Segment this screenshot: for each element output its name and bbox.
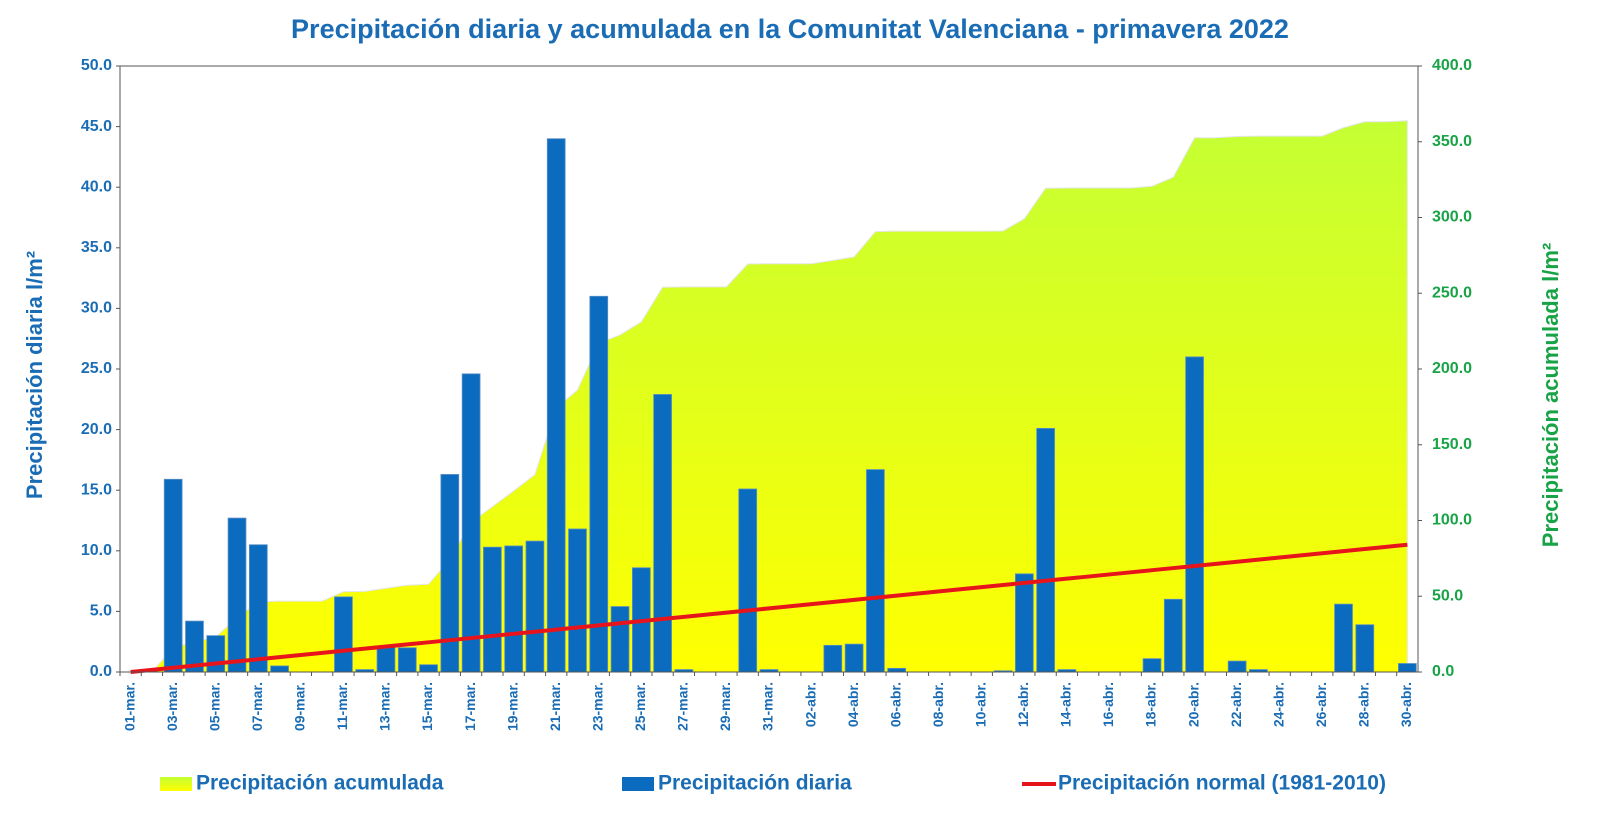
bar [1227,660,1247,673]
y-tick-label: 25.0 [81,360,112,377]
x-tick-label: 19-mar. [504,682,520,731]
y2-tick-label: 150.0 [1432,436,1472,453]
x-tick-label: 31-mar. [760,682,776,731]
legend-swatch [160,777,192,791]
x-tick-label: 13-mar. [377,682,393,731]
bar [610,606,630,673]
x-tick-label: 28-abr. [1356,682,1372,727]
x-tick-label: 14-abr. [1058,682,1074,727]
y2-tick-label: 0.0 [1432,663,1454,680]
y-tick-label: 15.0 [81,481,112,498]
y-tick-label: 35.0 [81,239,112,256]
y2-axis-title: Precipitación acumulada l/m² [1538,243,1563,547]
bar [589,295,609,673]
y2-tick-label: 100.0 [1432,512,1472,529]
x-tick-label: 21-mar. [547,682,563,731]
y2-tick-label: 50.0 [1432,587,1463,604]
x-tick-label: 22-abr. [1228,682,1244,727]
bar [653,394,672,673]
x-tick-label: 24-abr. [1270,682,1286,727]
x-tick-label: 29-mar. [717,682,733,731]
y-tick-label: 10.0 [81,542,112,559]
bar [546,138,566,673]
x-tick-label: 17-mar. [462,682,478,731]
x-tick-label: 01-mar. [121,682,137,731]
bar [334,596,353,673]
bar [397,647,417,673]
bar [887,667,907,673]
bar [1355,624,1375,673]
bar [525,540,545,673]
y-tick-label: 50.0 [81,57,112,74]
bar [738,488,758,673]
x-tick-label: 30-abr. [1398,682,1414,727]
x-tick-label: 08-abr. [930,682,946,727]
plot-area [130,120,1417,674]
bar [844,643,864,673]
x-tick-label: 26-abr. [1313,682,1329,727]
x-tick-label: 18-abr. [1143,682,1159,727]
y2-tick-label: 250.0 [1432,284,1472,301]
bar [568,528,587,673]
y-tick-label: 0.0 [90,663,112,680]
y2-tick-label: 400.0 [1432,57,1472,74]
bar [376,646,396,673]
bar [419,664,438,673]
x-tick-label: 23-mar. [589,682,605,731]
y-axis-title: Precipitación diaria l/m² [22,251,47,499]
x-tick-label: 25-mar. [632,682,648,731]
chart-title: Precipitación diaria y acumulada en la C… [291,14,1289,44]
legend-label: Precipitación acumulada [196,772,444,795]
y2-tick-label: 200.0 [1432,360,1472,377]
legend-label: Precipitación normal (1981-2010) [1058,772,1386,795]
x-tick-label: 11-mar. [334,682,350,730]
bar [1163,598,1183,673]
x-tick-label: 05-mar. [206,682,222,731]
bar [227,517,247,673]
line [130,542,1408,674]
x-tick-label: 09-mar. [292,682,308,731]
x-tick-label: 04-abr. [845,682,861,727]
y-tick-label: 20.0 [81,421,112,438]
x-tick-label: 27-mar. [675,682,691,731]
x-tick-label: 16-abr. [1100,682,1116,727]
bar [206,635,226,673]
x-tick-label: 07-mar. [249,682,265,731]
legend-swatch [622,777,654,791]
legend-label: Precipitación diaria [658,772,852,795]
bar [461,373,481,673]
bar [1142,658,1162,673]
y-tick-label: 45.0 [81,118,112,135]
bar [1015,573,1034,673]
y2-tick-label: 350.0 [1432,133,1472,150]
bar [248,544,268,673]
x-tick-label: 12-abr. [1015,682,1031,727]
bar [1398,663,1417,673]
bar [823,644,843,673]
area [130,120,1408,673]
x-tick-label: 02-abr. [802,682,818,727]
y-tick-label: 30.0 [81,300,112,317]
x-tick-label: 03-mar. [164,682,180,731]
bar [1036,427,1055,673]
x-tick-label: 20-abr. [1185,682,1201,727]
bar [1334,603,1353,673]
bar [866,469,885,673]
x-tick-label: 15-mar. [419,682,435,731]
y-tick-label: 5.0 [90,603,112,620]
bar [163,478,183,673]
x-tick-label: 10-abr. [972,682,988,727]
bar [483,546,502,673]
x-tick-label: 06-abr. [887,682,903,727]
bar [504,545,523,673]
bar [1185,356,1204,673]
y-tick-label: 40.0 [81,178,112,195]
y2-tick-label: 300.0 [1432,209,1472,226]
bar [270,665,289,673]
